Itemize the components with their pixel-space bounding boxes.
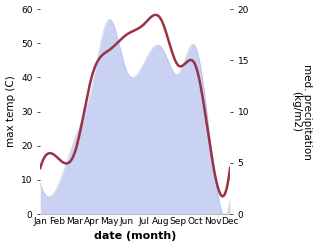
Y-axis label: max temp (C): max temp (C) [5,76,16,147]
Y-axis label: med. precipitation
(kg/m2): med. precipitation (kg/m2) [291,64,313,160]
X-axis label: date (month): date (month) [94,231,176,242]
